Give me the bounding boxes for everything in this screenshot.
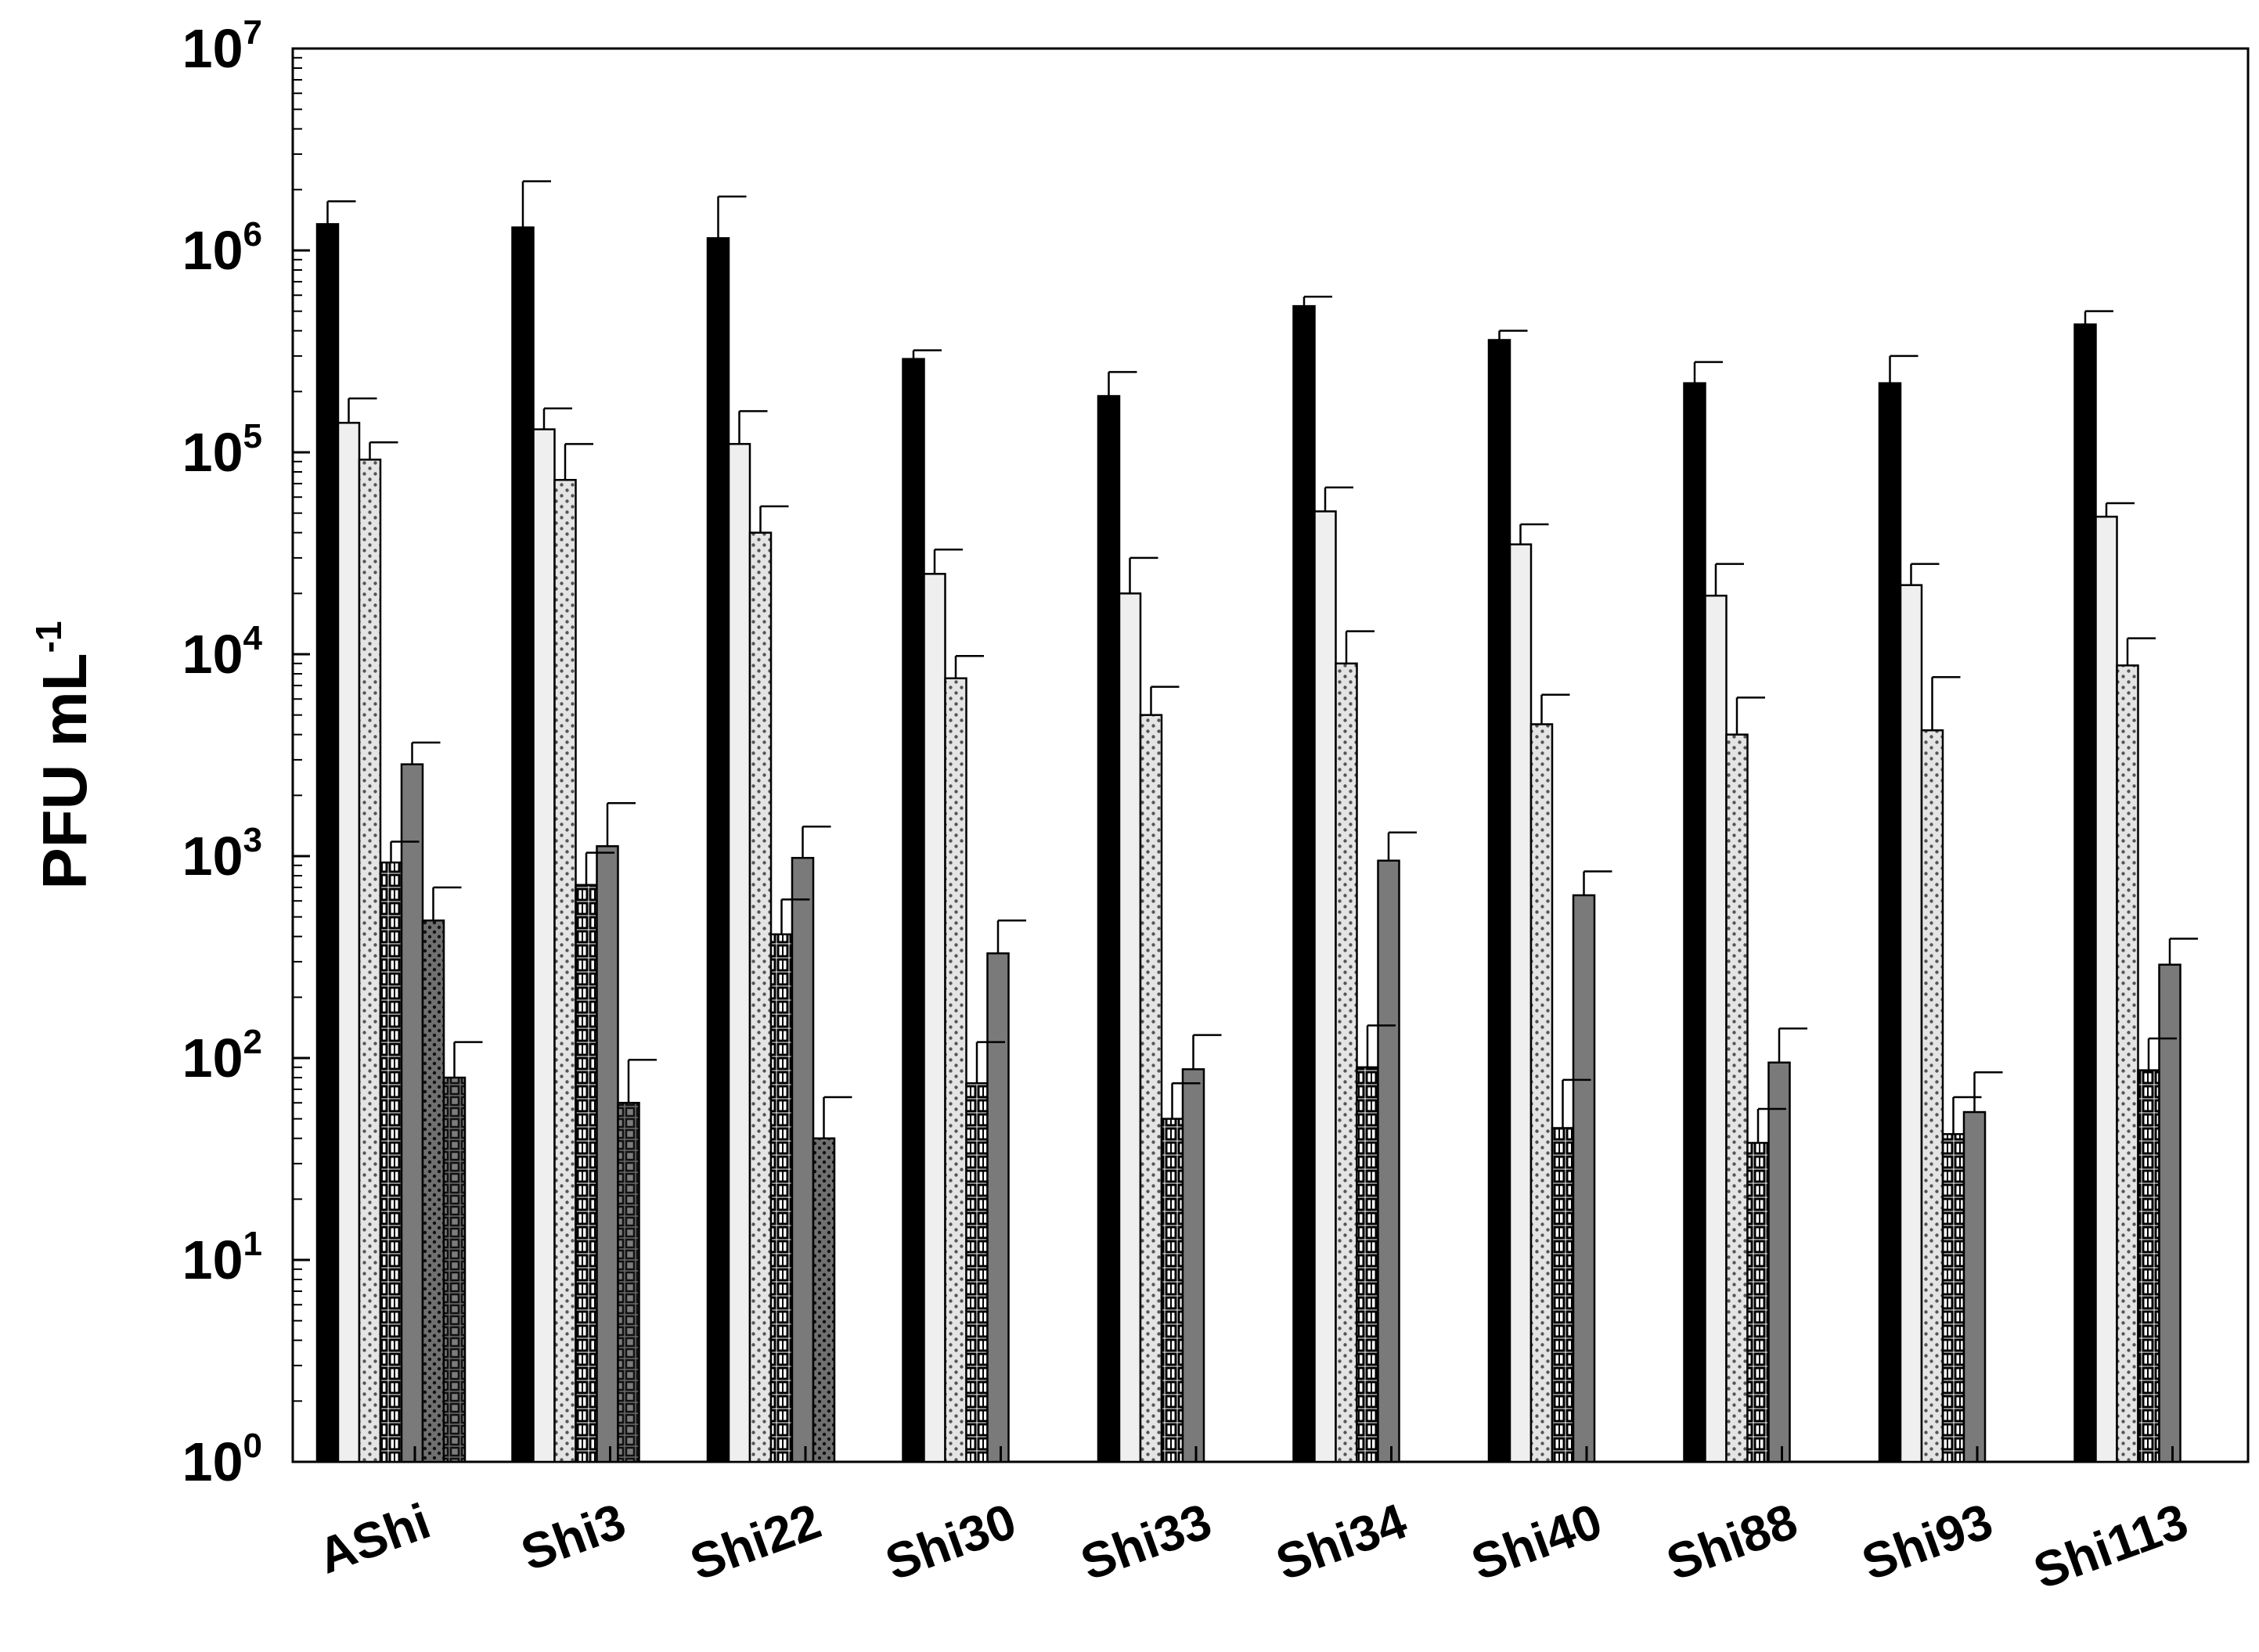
bar-Shi88-brick-grid (1746, 1142, 1770, 1463)
bar-Shi33-dotted (1139, 714, 1163, 1463)
plot-frame (291, 47, 2250, 1463)
bar-Shi34-solid-black (1292, 304, 1316, 1463)
y-tick-label-base: 10 (182, 826, 243, 887)
category-label-Shi113: Shi113 (2027, 1492, 2195, 1600)
category-label-Shi34: Shi34 (1269, 1492, 1414, 1591)
bar-Shi93-solid-black (1878, 382, 1902, 1463)
error-bars (326, 180, 2198, 1143)
y-tick-label-base: 10 (182, 1431, 243, 1492)
y-tick-label-exponent: 6 (243, 215, 262, 254)
bar-Shi22-brick-grid (769, 933, 794, 1463)
bar-Shi33-brick-grid (1160, 1118, 1184, 1463)
category-label-Shi3: Shi3 (514, 1492, 633, 1582)
y-axis-ticks (293, 47, 310, 1463)
category-label-Shi88: Shi88 (1659, 1492, 1804, 1591)
bar-AShi-dark-grid (442, 1076, 467, 1463)
category-label-Shi93: Shi93 (1855, 1492, 2000, 1591)
y-tick-label-base: 10 (182, 1229, 243, 1290)
y-tick-label: 105 (182, 417, 262, 483)
bar-Shi3-grey-solid (596, 845, 619, 1463)
bar-Shi40-light-grey (1508, 543, 1533, 1463)
bar-Shi88-solid-black (1683, 382, 1706, 1463)
y-tick-label-base: 10 (182, 220, 243, 281)
bar-Shi34-grey-solid (1377, 859, 1400, 1463)
bar-Shi113-brick-grid (2137, 1069, 2160, 1463)
bar-Shi3-dotted (553, 479, 577, 1463)
bar-Shi33-solid-black (1097, 394, 1121, 1463)
bar-Shi3-brick-grid (575, 884, 598, 1463)
bar-Shi40-solid-black (1487, 339, 1511, 1463)
bar-Shi30-solid-black (902, 358, 925, 1463)
bar-Shi30-grey-solid (986, 952, 1010, 1463)
bar-Shi93-dotted (1920, 729, 1944, 1463)
bar-Shi30-brick-grid (965, 1082, 989, 1463)
y-tick-label-base: 10 (182, 422, 243, 483)
y-tick-label-exponent: 5 (243, 417, 262, 455)
category-label-AShi: AShi (311, 1492, 438, 1585)
y-tick-label-base: 10 (182, 624, 243, 685)
bar-Shi113-grey-solid (2158, 963, 2182, 1463)
category-label-Shi33: Shi33 (1074, 1492, 1219, 1591)
y-tick-label-exponent: 3 (243, 821, 262, 859)
bar-Shi40-grey-solid (1572, 894, 1596, 1463)
bar-AShi-light-grey (337, 422, 361, 1463)
bar-Shi22-light-grey (727, 443, 751, 1463)
bar-Shi113-solid-black (2073, 323, 2097, 1463)
y-tick-label: 103 (182, 821, 262, 887)
bar-AShi-solid-black (315, 223, 340, 1463)
y-tick-label-exponent: 1 (243, 1225, 262, 1263)
bar-Shi113-light-grey (2095, 515, 2118, 1463)
bar-AShi-grey-solid (400, 763, 424, 1463)
x-axis-ticks (413, 1446, 2174, 1462)
bar-Shi93-brick-grid (1941, 1132, 1965, 1463)
bar-Shi34-brick-grid (1356, 1066, 1379, 1463)
y-axis-label: PFU mL-1 (28, 621, 99, 889)
bar-Shi33-grey-solid (1181, 1068, 1205, 1463)
bar-Shi88-dotted (1725, 733, 1749, 1463)
bar-Shi30-dotted (944, 677, 967, 1463)
bar-Shi22-dark-dotted (812, 1137, 836, 1463)
y-tick-label: 101 (182, 1225, 262, 1290)
y-tick-label-base: 10 (182, 18, 243, 79)
bar-Shi3-dark-grid (617, 1101, 640, 1463)
y-tick-label: 106 (182, 215, 262, 281)
bar-AShi-brick-grid (379, 861, 403, 1463)
y-tick-label: 102 (182, 1023, 262, 1089)
x-axis-tick-labels: AShi Shi3 Shi22 Shi30 Shi33 Shi34 Shi40 Shi88 Sh… (311, 1492, 2195, 1600)
bar-Shi113-dotted (2116, 664, 2139, 1463)
bar-Shi88-grey-solid (1767, 1061, 1791, 1463)
y-tick-label: 107 (182, 13, 262, 79)
bar-Shi3-solid-black (511, 226, 535, 1463)
bar-Shi93-light-grey (1899, 584, 1923, 1463)
bar-series (315, 223, 2182, 1463)
bar-Shi30-light-grey (923, 573, 946, 1463)
bar-AShi-dotted (358, 459, 382, 1463)
bar-AShi-dark-dotted (421, 919, 445, 1463)
y-axis-label-superscript: -1 (28, 621, 69, 653)
bar-Shi22-grey-solid (791, 857, 815, 1463)
category-label-Shi30: Shi30 (878, 1492, 1023, 1591)
y-tick-label: 104 (182, 619, 263, 685)
bar-Shi40-dotted (1529, 723, 1554, 1463)
y-tick-label-exponent: 0 (243, 1427, 262, 1465)
y-tick-label-base: 10 (182, 1028, 243, 1089)
bar-Shi3-light-grey (532, 428, 556, 1463)
bar-Shi22-dotted (748, 531, 773, 1463)
category-label-Shi22: Shi22 (683, 1492, 828, 1591)
y-tick-label-exponent: 4 (243, 619, 263, 657)
y-tick-label-exponent: 2 (243, 1023, 262, 1061)
bar-Shi22-solid-black (706, 237, 730, 1463)
bar-Shi33-light-grey (1118, 592, 1142, 1463)
bar-Shi34-dotted (1335, 662, 1358, 1463)
bar-Shi88-light-grey (1704, 594, 1728, 1463)
y-tick-label-exponent: 7 (243, 13, 262, 52)
bar-Shi93-grey-solid (1962, 1110, 1987, 1463)
category-label-Shi40: Shi40 (1465, 1492, 1609, 1591)
bar-Shi34-light-grey (1313, 510, 1337, 1463)
y-tick-label: 100 (182, 1427, 262, 1492)
bar-Shi40-brick-grid (1551, 1127, 1575, 1463)
y-axis-label-main: PFU mL (30, 653, 99, 889)
